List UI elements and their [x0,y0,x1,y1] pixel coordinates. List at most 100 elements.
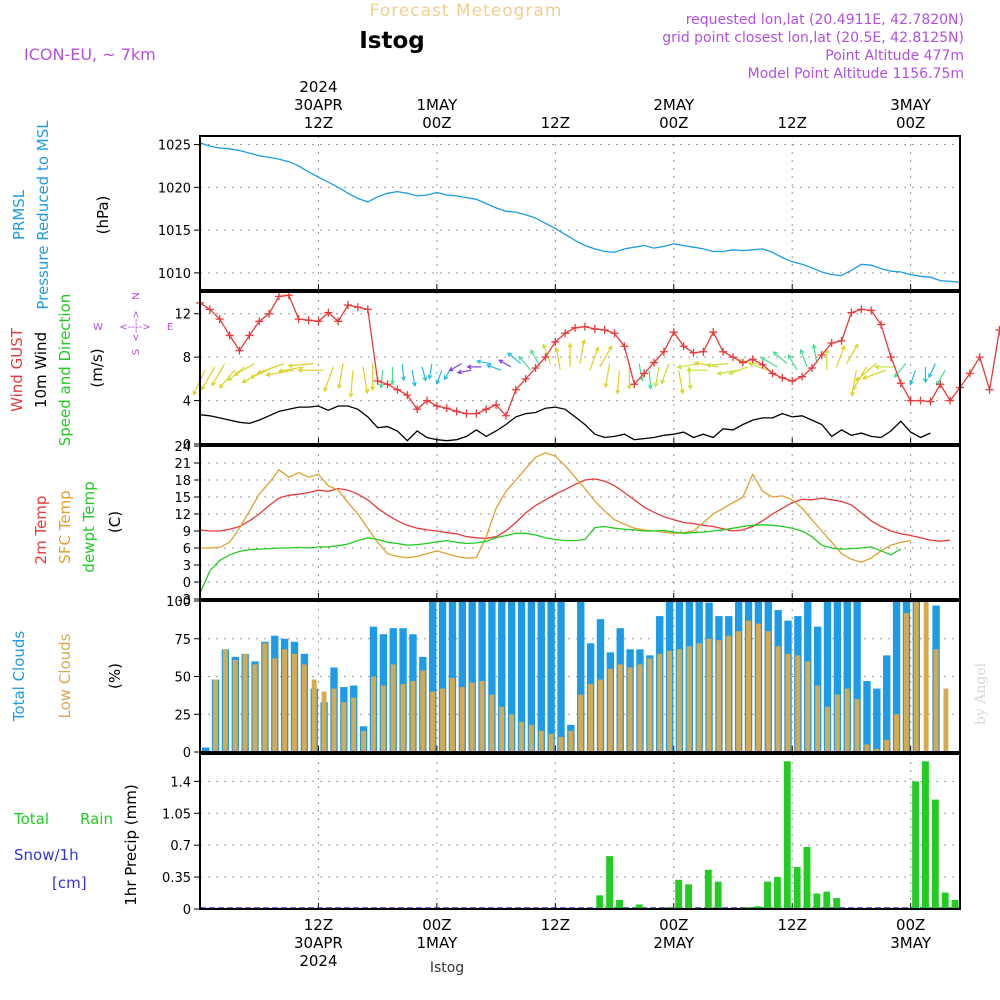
rain-bar [675,879,683,909]
gust-marker [630,380,639,389]
wind-arrow [211,363,226,386]
rain-bar [704,869,712,909]
wind-arrows [192,338,946,398]
wind-arrow [401,363,405,381]
gust-marker [719,347,728,356]
wind-arrowhead [389,380,395,386]
low-cloud-bar [420,670,426,752]
gust-marker [294,315,303,324]
gust-marker [916,396,925,405]
top-axis-label: 00Z [659,114,688,132]
top-axis-label: 00Z [422,114,451,132]
wind-arrowhead [603,383,609,389]
wind-arrow [411,370,416,386]
low-cloud-bar [854,699,860,752]
low-cloud-bar [222,649,228,752]
total-cloud-bar [498,601,506,752]
wind-arrowhead [227,376,233,382]
precip-snow-label: Snow/1h [14,846,79,864]
ytick-label: -3 [178,593,191,608]
gust-marker [659,347,668,356]
ytick-label: 1025 [158,139,191,154]
gust-marker [403,391,412,400]
gust-marker [393,385,402,394]
total-cloud-bar [507,601,516,752]
rain-bar [685,884,693,909]
ytick-label: 50 [174,671,191,686]
wind-arrow [761,357,778,368]
low-cloud-bar [479,681,485,752]
panel-temperature: -3 0 3 6 9 12 15 18 21 24 [174,440,961,608]
wind-arrow [589,347,599,371]
low-cloud-bar [657,653,663,752]
low-cloud-bar [519,721,524,752]
wind-arrow [836,345,845,368]
wind-arrow [800,349,808,368]
wind-arrow [338,363,344,389]
gust-marker [640,369,649,378]
low-cloud-bar [637,664,643,752]
low-cloud-bar [874,748,880,752]
wind-arrowhead [615,389,621,395]
low-cloud-bar [894,714,899,752]
total-cloud-bar [873,688,881,752]
wind-arrowhead [370,386,376,392]
top-axis-label: 1MAY [417,96,459,114]
low-cloud-bar [825,706,830,752]
wind-arrowhead [287,363,293,368]
frame-precip [199,753,961,910]
bottom-axis-label: 00Z [896,916,925,934]
low-cloud-bar [598,679,603,752]
wind-arrow [638,363,643,381]
total-cloud-bar [448,601,457,752]
bottom-axis-label: 00Z [659,916,688,934]
low-cloud-bar [588,684,594,752]
rain-bar [912,781,920,909]
compass-n: N [131,292,142,299]
gust-marker [590,324,599,333]
low-cloud-bar [282,649,288,752]
precip-cm-label: [cm] [52,874,87,892]
watermark: by Angel [973,662,989,725]
total-cloud-bar [823,601,832,752]
low-cloud-bar [667,650,672,752]
wind-arrowhead [935,380,941,387]
ytick-label: 1020 [158,181,191,196]
temp-dew-label: dewpt Temp [80,481,98,572]
gust-marker [423,396,432,405]
low-cloud-bar [262,643,268,752]
low-cloud-bar [864,744,870,752]
ytick-label: 0 [183,438,191,453]
rain-bar [833,898,841,909]
rain-bar [754,906,762,909]
gust-marker [679,342,688,351]
low-cloud-bar [805,661,811,752]
total-cloud-bar [853,601,861,752]
wind-arrowhead [705,362,711,368]
low-cloud-bar [459,687,465,752]
wind-arrow [678,370,684,394]
wind-arrow [737,359,758,365]
gust-marker [896,379,905,388]
pressure-unit: (hPa) [94,196,112,235]
temp-unit: (C) [106,511,124,533]
low-cloud-bar [726,635,732,752]
ytick-label: 0.7 [170,839,191,854]
low-cloud-bar [775,646,781,752]
low-cloud-bar [795,655,801,752]
gust-marker [442,404,451,413]
low-cloud-bar [361,730,366,752]
wind-arrowhead [748,362,754,367]
total-cloud-bar [478,601,486,752]
wind-arrowhead [853,343,859,349]
wind-arrow [219,369,236,389]
top-axis-label: 00Z [896,114,925,132]
low-cloud-bar [400,684,406,752]
low-cloud-bar [440,688,445,752]
wind-arrow [909,369,917,385]
gust-marker [225,331,234,340]
precip-total-label: Total [13,810,49,828]
wind-arrowhead [498,359,504,364]
wind-arrowhead [772,351,778,357]
